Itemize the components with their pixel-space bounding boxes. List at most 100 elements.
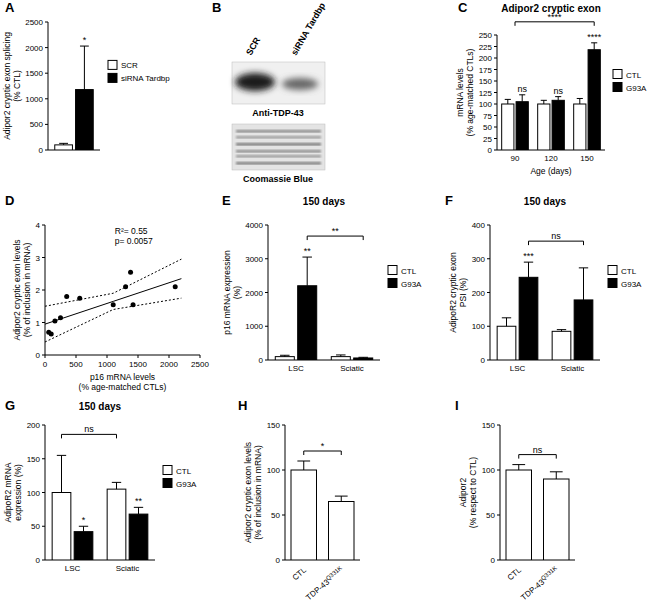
y-tick-label: 1	[36, 319, 41, 328]
bar	[506, 470, 532, 560]
x-tick-label: CTL	[291, 565, 309, 582]
y-tick-label: 150	[267, 421, 281, 430]
y-tick-label: 100	[479, 100, 493, 109]
y-tick-label: 2000	[245, 289, 263, 298]
y-tick	[282, 470, 285, 471]
annotation: ns	[551, 231, 561, 241]
y-axis: 01000200030004000p16 mRNA expression(%)	[222, 221, 268, 365]
plot-area	[506, 465, 569, 560]
x-tick-label: LSC	[65, 564, 81, 573]
bracket	[529, 241, 584, 245]
panel-letter: I	[455, 398, 459, 413]
x-tick-label: 1000	[98, 360, 116, 369]
legend-label: SCR	[121, 61, 138, 70]
y-tick-label: 1000	[245, 322, 263, 331]
y-tick	[487, 292, 490, 293]
error-bar	[502, 318, 511, 326]
y-tick	[282, 425, 285, 426]
bar	[588, 50, 600, 150]
bar	[74, 532, 93, 560]
y-tick	[487, 360, 490, 361]
bar	[76, 90, 94, 150]
legend-label: CTL	[621, 267, 637, 276]
y-tick-label: 4	[36, 221, 41, 230]
bar	[552, 331, 571, 360]
y-tick	[42, 458, 45, 459]
ci-upper	[45, 259, 181, 306]
y-axis-title: Adipor2 cryptic exon levels	[12, 239, 22, 340]
y-tick	[42, 526, 45, 527]
y-tick	[494, 69, 497, 70]
error-bar	[59, 143, 68, 145]
y-tick	[45, 124, 48, 125]
annotation: ns	[553, 86, 563, 96]
y-tick-label: 200	[479, 54, 493, 63]
blot-band	[282, 78, 318, 90]
y-axis-title: p16 mRNA expression	[222, 250, 232, 335]
bar	[107, 489, 126, 560]
y-tick	[265, 326, 268, 327]
y-tick	[494, 46, 497, 47]
y-tick-label: 400	[472, 221, 486, 230]
bar	[544, 479, 570, 560]
y-tick	[494, 81, 497, 82]
blot-band	[235, 73, 275, 91]
y-axis-title: Adipor2 cryptic exon levels	[243, 442, 253, 543]
x-tick	[200, 355, 201, 358]
gel	[232, 124, 325, 170]
point	[52, 318, 57, 323]
annotation: ****	[548, 12, 563, 22]
y-tick-label: 2500	[25, 18, 43, 27]
y-tick-label: 1500	[25, 69, 43, 78]
annotation: *	[321, 441, 325, 451]
y-tick	[497, 515, 500, 516]
x-tick-label: LSC	[510, 364, 526, 373]
plot-area	[52, 455, 148, 560]
y-tick	[42, 492, 45, 493]
x-tick	[138, 355, 139, 358]
bar	[519, 277, 538, 360]
error-bar	[280, 355, 290, 356]
legend-swatch	[163, 479, 172, 488]
panel-letter: H	[238, 398, 247, 413]
x-tick-label: 150	[580, 154, 594, 163]
error-bar	[112, 482, 121, 489]
gel-band	[236, 143, 321, 146]
x-tick-label: 2500	[191, 360, 209, 369]
y-axis-title: (%)	[232, 286, 242, 299]
error-bar	[519, 95, 525, 102]
legend-label: G93A	[626, 84, 647, 93]
y-tick-label: 0	[276, 556, 281, 565]
bar	[291, 470, 317, 560]
x-tick-label: 1500	[129, 360, 147, 369]
point	[58, 315, 63, 320]
panel-letter: C	[458, 0, 468, 15]
y-tick	[282, 515, 285, 516]
error-bar	[335, 496, 348, 501]
x-axis-title: Age (days)	[530, 166, 571, 176]
y-tick	[45, 98, 48, 99]
x-tick-label: Sciatic	[340, 364, 364, 373]
y-tick	[45, 22, 48, 23]
error-bar	[555, 97, 561, 101]
error-bar	[358, 357, 368, 359]
x-tick-label: 0	[43, 360, 48, 369]
bracket	[519, 455, 557, 459]
panel-letter: D	[5, 193, 14, 208]
y-tick-label: 150	[27, 455, 41, 464]
y-tick	[45, 150, 48, 151]
y-tick-label: 175	[479, 66, 493, 75]
y-axis-line	[285, 425, 286, 560]
legend-label: siRNA Tardbp	[121, 74, 170, 83]
point	[131, 302, 136, 307]
x-tick	[107, 355, 108, 358]
bar	[298, 286, 317, 360]
y-tick	[282, 560, 285, 561]
gel-band	[236, 162, 321, 165]
error-bar	[336, 355, 346, 357]
bar	[538, 104, 550, 150]
chart-title: 150 days	[524, 196, 567, 207]
legend-label: G93A	[176, 480, 197, 489]
x-tick-label: Sciatic	[561, 364, 585, 373]
y-tick-label: 25	[483, 135, 492, 144]
